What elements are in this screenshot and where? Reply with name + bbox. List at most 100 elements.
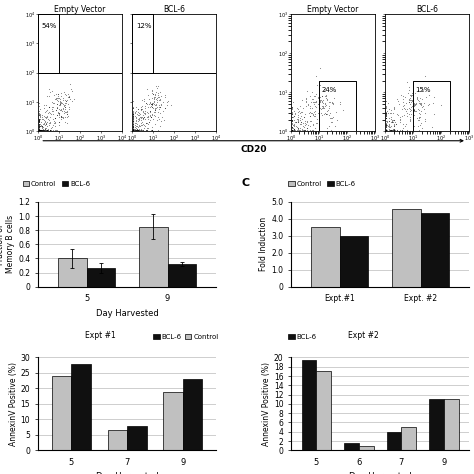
- Point: [44, 126, 51, 134]
- Point: [35, 126, 43, 134]
- Point: [148, 99, 155, 107]
- Point: [339, 107, 347, 114]
- Point: [59, 94, 67, 101]
- Point: [310, 100, 318, 108]
- Point: [288, 126, 296, 134]
- Point: [46, 119, 54, 127]
- Point: [327, 114, 335, 121]
- Point: [146, 108, 154, 115]
- Point: [53, 111, 61, 119]
- Point: [296, 114, 304, 121]
- Point: [54, 126, 61, 134]
- Point: [294, 125, 301, 133]
- Point: [55, 94, 63, 101]
- Point: [35, 126, 43, 134]
- Point: [41, 126, 49, 134]
- Point: [151, 108, 159, 115]
- Title: Empty Vector: Empty Vector: [307, 5, 359, 14]
- Point: [421, 73, 429, 80]
- Point: [35, 126, 43, 134]
- Point: [57, 89, 64, 97]
- Point: [137, 126, 144, 134]
- Point: [304, 121, 311, 128]
- Point: [39, 115, 47, 123]
- Point: [135, 126, 142, 134]
- Point: [143, 85, 151, 92]
- Point: [316, 93, 323, 101]
- Text: C: C: [241, 178, 249, 188]
- Point: [292, 118, 300, 126]
- Point: [299, 119, 307, 127]
- Point: [400, 101, 408, 109]
- Point: [135, 111, 142, 118]
- Point: [35, 126, 43, 134]
- Text: Expt #1: Expt #1: [85, 331, 116, 340]
- Point: [294, 115, 301, 123]
- Point: [48, 98, 55, 105]
- Point: [399, 112, 406, 119]
- Point: [307, 117, 315, 125]
- Point: [150, 98, 157, 105]
- Point: [131, 126, 138, 133]
- Point: [36, 126, 43, 134]
- Point: [148, 101, 156, 109]
- Point: [135, 122, 143, 129]
- Point: [399, 126, 406, 134]
- Bar: [58, 258, 87, 287]
- Point: [383, 126, 390, 134]
- Point: [396, 117, 403, 124]
- Point: [150, 100, 157, 108]
- Point: [297, 109, 304, 117]
- Point: [36, 113, 44, 121]
- Point: [383, 111, 390, 118]
- Point: [311, 102, 319, 110]
- Point: [156, 88, 164, 96]
- Point: [41, 104, 48, 112]
- Point: [139, 114, 146, 122]
- Point: [41, 126, 48, 134]
- Point: [44, 122, 51, 130]
- Point: [50, 110, 57, 118]
- Point: [54, 109, 62, 116]
- Point: [415, 106, 423, 114]
- Bar: [163, 392, 183, 450]
- Point: [146, 118, 153, 126]
- Point: [157, 118, 164, 125]
- Point: [389, 109, 397, 117]
- Point: [129, 126, 137, 134]
- Point: [420, 100, 428, 107]
- Point: [140, 113, 148, 121]
- Point: [129, 103, 137, 111]
- Point: [393, 126, 401, 134]
- Point: [326, 99, 334, 106]
- Point: [288, 105, 296, 113]
- Point: [416, 121, 424, 128]
- Point: [51, 119, 59, 127]
- Point: [61, 105, 68, 113]
- Point: [35, 117, 43, 125]
- Point: [406, 87, 413, 94]
- Point: [149, 115, 156, 123]
- Point: [314, 100, 321, 108]
- Point: [408, 91, 416, 99]
- Point: [317, 105, 325, 113]
- Point: [288, 126, 296, 134]
- Point: [301, 126, 309, 134]
- Point: [383, 121, 391, 129]
- Point: [288, 119, 296, 127]
- Bar: [139, 227, 167, 287]
- Point: [46, 126, 53, 134]
- Point: [429, 100, 437, 107]
- Point: [415, 113, 422, 120]
- Point: [60, 109, 67, 117]
- Point: [135, 126, 142, 134]
- Point: [43, 126, 50, 134]
- Point: [419, 87, 427, 95]
- Point: [302, 121, 310, 128]
- Point: [144, 126, 151, 134]
- Point: [162, 105, 169, 112]
- Point: [405, 83, 412, 91]
- Point: [413, 94, 420, 101]
- Point: [129, 126, 137, 134]
- Point: [410, 101, 418, 109]
